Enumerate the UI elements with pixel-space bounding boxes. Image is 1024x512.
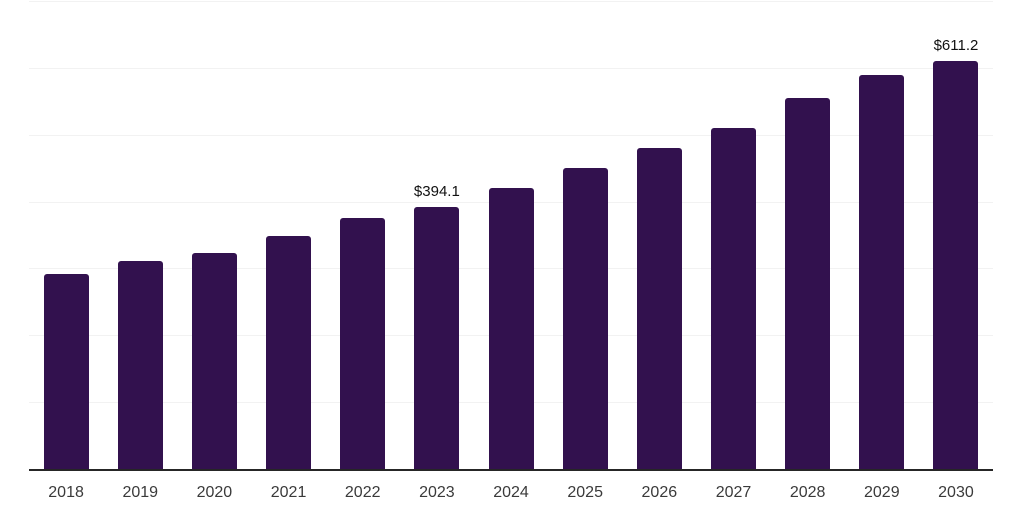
bar-column-2020 <box>177 2 251 470</box>
x-tick-label-2019: 2019 <box>122 484 159 501</box>
x-axis-line <box>29 469 993 471</box>
bar-2019 <box>117 261 163 470</box>
bar-column-2021 <box>251 2 325 470</box>
x-tick-label-2022: 2022 <box>344 484 381 501</box>
bar-2018 <box>43 274 89 470</box>
x-tick-label-2028: 2028 <box>789 484 826 501</box>
bar-2029 <box>859 74 905 470</box>
x-tick-label-2026: 2026 <box>641 484 678 501</box>
x-tick-label-2021: 2021 <box>270 484 307 501</box>
bar-column-2025 <box>548 2 622 470</box>
x-tick-label-2024: 2024 <box>493 484 529 501</box>
bar-column-2028 <box>771 2 845 470</box>
x-tick-label-2025: 2025 <box>567 484 603 501</box>
gridline-700 <box>29 1 993 2</box>
x-tick-label-2020: 2020 <box>196 484 233 501</box>
bar-2023 <box>414 206 460 470</box>
bar-2022 <box>340 217 386 470</box>
bar-column-2027 <box>696 2 770 470</box>
bar-column-2026 <box>622 2 696 470</box>
bar-2027 <box>710 127 756 470</box>
x-axis-tick-labels: 2018 2019 2020 2021 2022 2023 2024 2025 2026 2027… <box>29 483 993 502</box>
bar-column-2024 <box>474 2 548 470</box>
bar-2028 <box>785 98 831 470</box>
x-tick-label-2027: 2027 <box>715 484 752 501</box>
bar-2026 <box>636 148 682 470</box>
bar-column-2030: $611.2 <box>919 2 993 470</box>
bar-value-label-2030: $611.2 <box>933 37 979 55</box>
bar-2020 <box>191 252 237 470</box>
gridline-600 <box>29 67 993 69</box>
bar-2030 <box>933 61 979 470</box>
x-tick-label-2023: 2023 <box>419 484 455 501</box>
bar-2021 <box>266 236 312 470</box>
bar-value-label-2023: $394.1 <box>413 182 460 200</box>
bar-column-2029 <box>845 2 919 470</box>
x-tick-label-2018: 2018 <box>48 484 84 501</box>
bar-column-2023: $394.1 <box>400 2 474 470</box>
bar-column-2022 <box>326 2 400 470</box>
bar-column-2018 <box>29 2 103 470</box>
bar-2024 <box>488 187 534 470</box>
x-tick-label-2029: 2029 <box>864 484 900 501</box>
x-tick-label-2030: 2030 <box>938 484 974 501</box>
bar-2025 <box>562 167 608 470</box>
gridline-500 <box>29 134 993 136</box>
plot-area: $394.1 $611.2 <box>29 1 993 471</box>
bars-row: $394.1 $611.2 <box>29 2 993 470</box>
bar-column-2019 <box>103 2 177 470</box>
